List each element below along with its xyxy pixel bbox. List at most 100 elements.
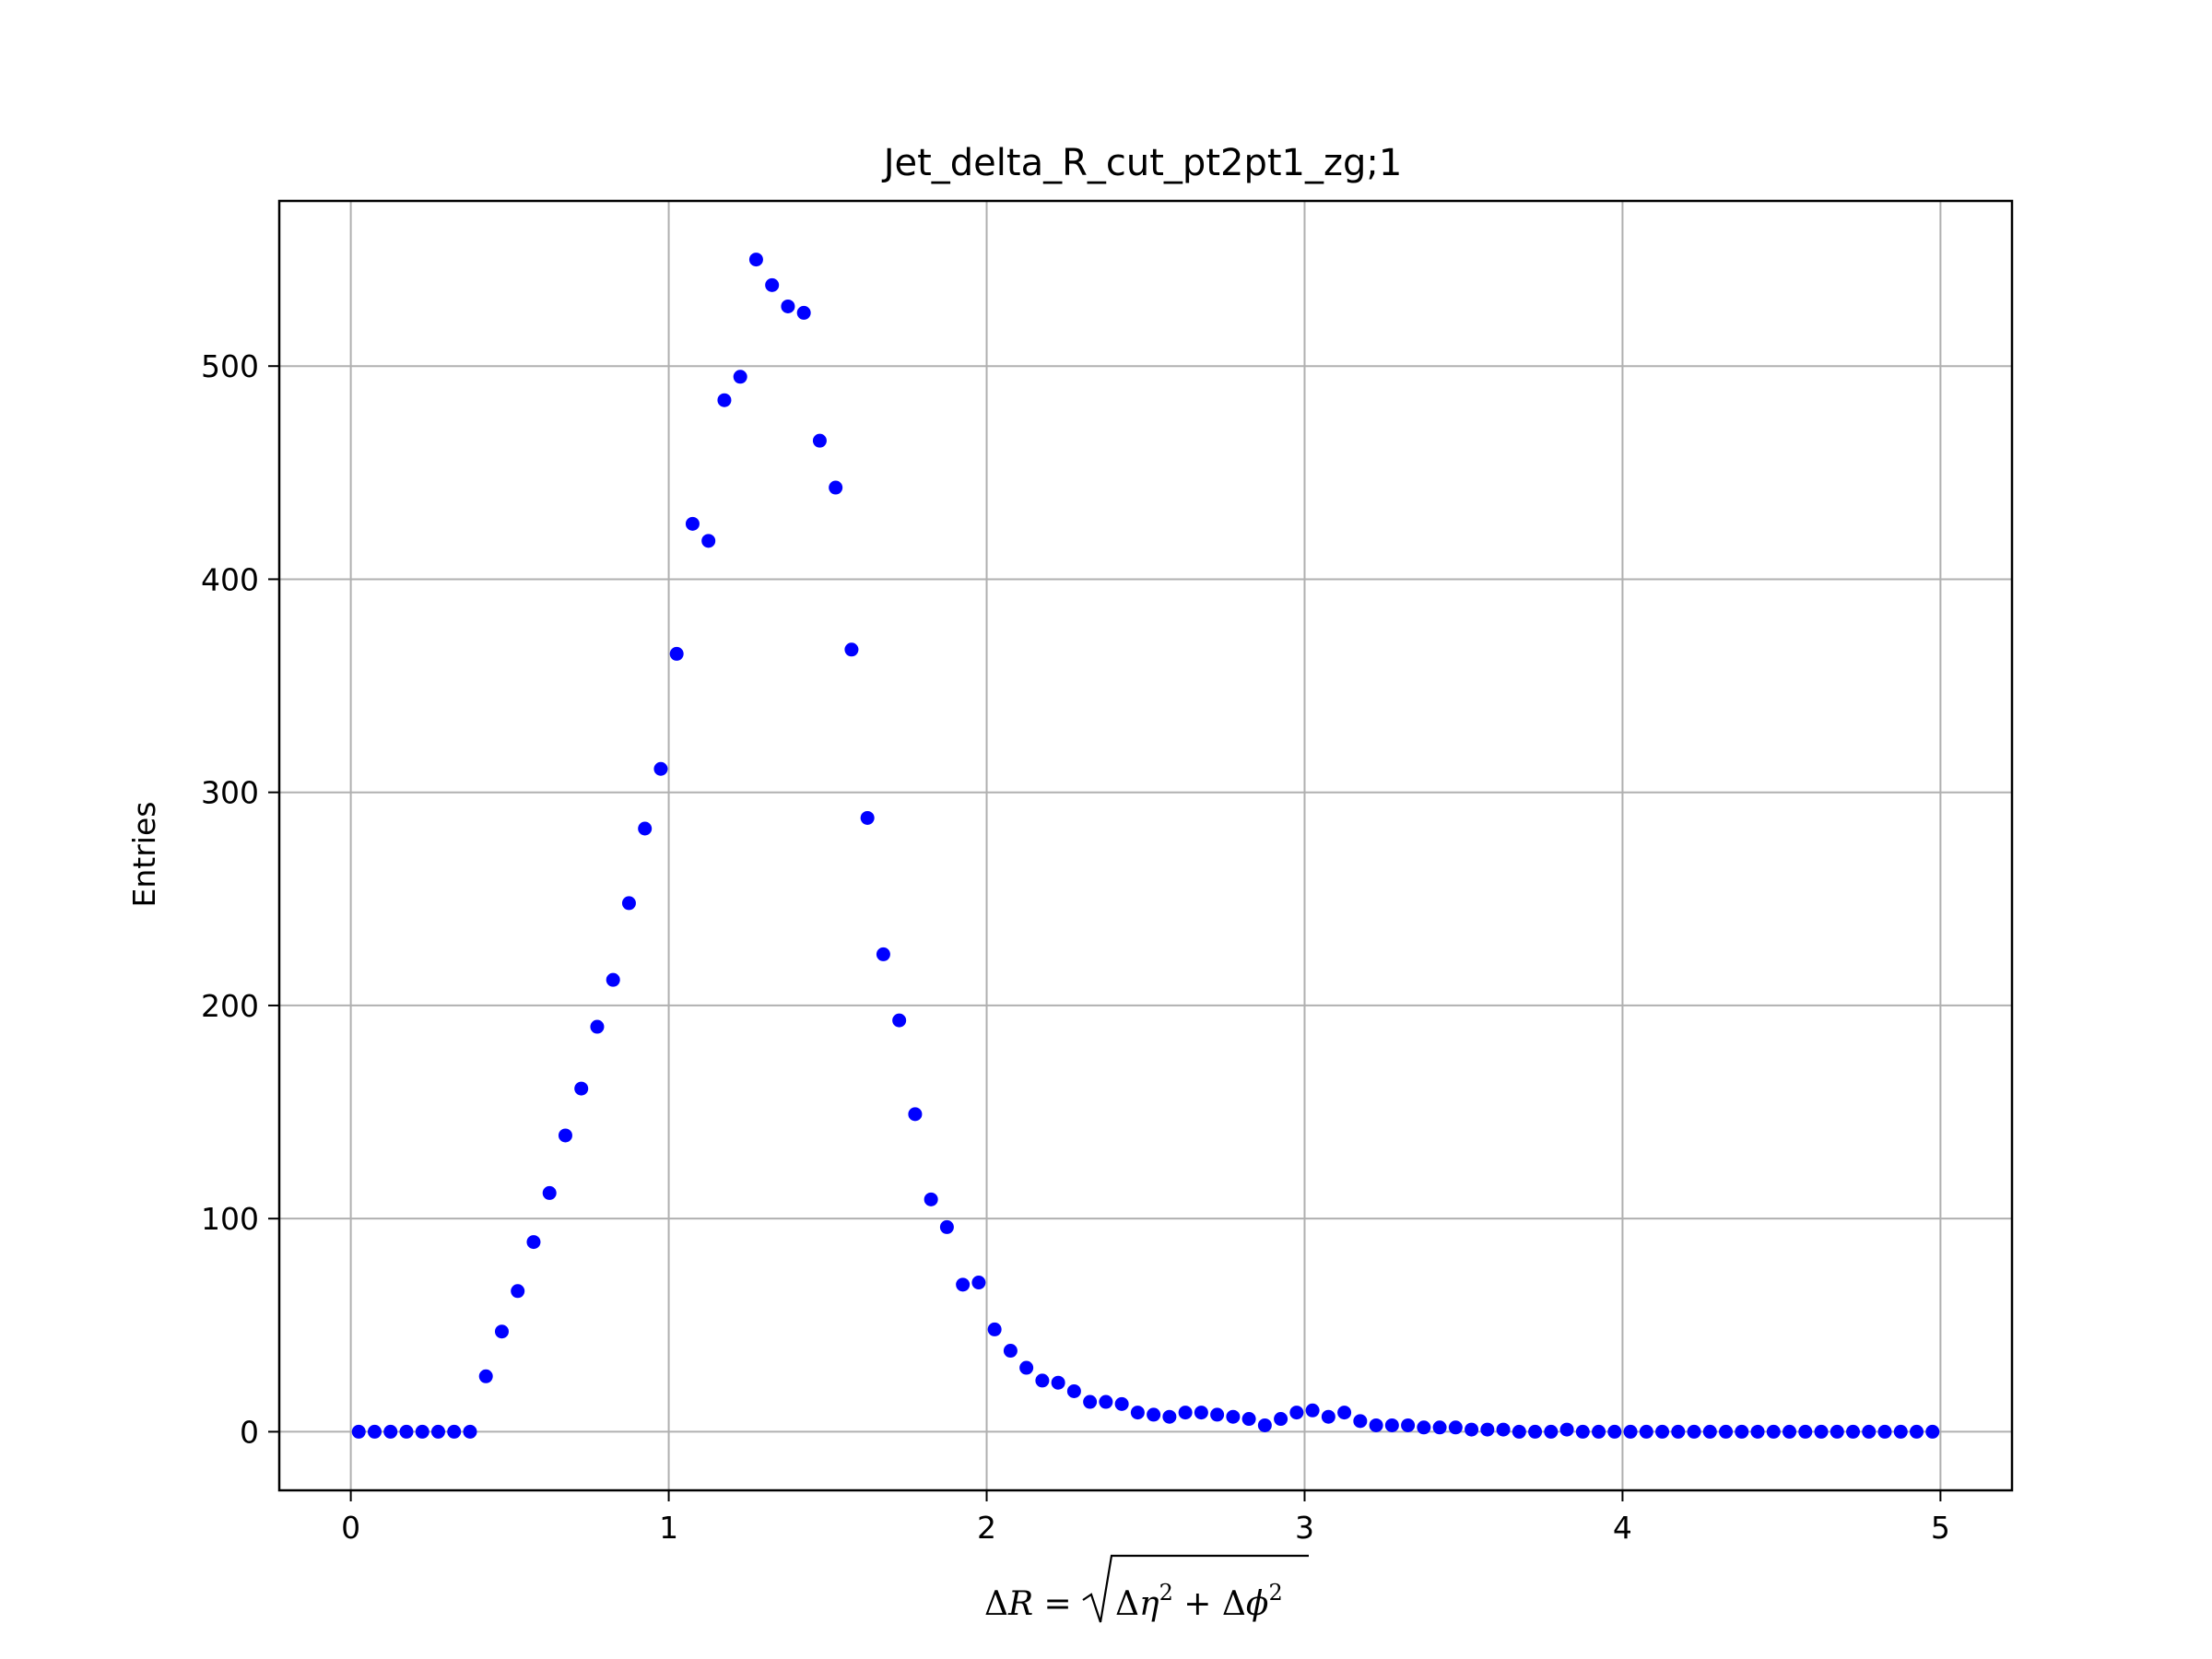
- data-point: [1369, 1418, 1383, 1432]
- data-point: [1512, 1424, 1526, 1439]
- data-point: [1480, 1422, 1495, 1437]
- data-point: [685, 516, 700, 531]
- data-point: [1798, 1424, 1813, 1439]
- data-point: [1210, 1407, 1225, 1422]
- data-point: [1417, 1420, 1431, 1435]
- y-tick-label: 0: [240, 1414, 259, 1450]
- data-point: [1925, 1424, 1940, 1439]
- data-point: [717, 393, 732, 407]
- data-point: [1257, 1418, 1272, 1432]
- data-point: [1114, 1396, 1129, 1411]
- data-point: [669, 646, 684, 661]
- data-point: [1465, 1422, 1479, 1437]
- data-point: [781, 299, 795, 313]
- data-point: [1766, 1424, 1781, 1439]
- x-tick-label: 2: [977, 1510, 996, 1546]
- data-point: [1305, 1403, 1320, 1418]
- data-point: [399, 1424, 414, 1439]
- data-point: [1783, 1424, 1797, 1439]
- data-point: [1337, 1406, 1352, 1420]
- data-point: [1099, 1394, 1113, 1409]
- data-point: [876, 947, 890, 961]
- data-point: [415, 1424, 429, 1439]
- data-point: [1719, 1424, 1734, 1439]
- data-point: [765, 277, 780, 292]
- data-point: [1496, 1422, 1511, 1437]
- data-point: [1607, 1424, 1622, 1439]
- data-point: [1544, 1424, 1559, 1439]
- data-point: [1289, 1406, 1304, 1420]
- y-tick-label: 100: [201, 1201, 259, 1237]
- data-point: [1241, 1412, 1256, 1427]
- data-point: [1528, 1424, 1543, 1439]
- data-point: [1910, 1424, 1924, 1439]
- data-point: [1592, 1424, 1606, 1439]
- data-point: [733, 370, 747, 384]
- data-point: [1066, 1383, 1081, 1398]
- data-point: [1702, 1424, 1717, 1439]
- data-point: [1655, 1424, 1670, 1439]
- data-point: [701, 534, 716, 548]
- data-point: [1321, 1409, 1335, 1424]
- data-point: [1814, 1424, 1829, 1439]
- x-tick-label: 1: [659, 1510, 678, 1546]
- data-point: [1019, 1360, 1034, 1375]
- data-point: [526, 1235, 541, 1250]
- data-point: [748, 253, 763, 267]
- data-point: [574, 1081, 589, 1096]
- data-point: [1147, 1407, 1161, 1422]
- data-point: [924, 1192, 938, 1206]
- data-point: [606, 972, 620, 987]
- data-point: [1384, 1418, 1399, 1432]
- data-point: [1178, 1406, 1193, 1420]
- x-tick-label: 3: [1295, 1510, 1314, 1546]
- svg-text:Δη2 + Δϕ2: Δη2 + Δϕ2: [1115, 1580, 1283, 1623]
- data-point: [511, 1284, 525, 1299]
- data-point: [971, 1276, 986, 1290]
- data-point: [367, 1424, 382, 1439]
- data-point: [542, 1185, 557, 1200]
- svg-text:ΔR =: ΔR =: [984, 1585, 1072, 1623]
- data-point: [653, 761, 668, 776]
- data-point: [1083, 1394, 1098, 1409]
- data-point: [1687, 1424, 1701, 1439]
- data-point: [558, 1128, 572, 1143]
- data-point: [860, 810, 875, 825]
- data-points: [351, 253, 1940, 1439]
- data-point: [1575, 1424, 1590, 1439]
- data-point: [939, 1219, 954, 1234]
- data-point: [1846, 1424, 1861, 1439]
- x-tick-label: 0: [341, 1510, 360, 1546]
- data-point: [1035, 1373, 1050, 1388]
- data-point: [463, 1424, 477, 1439]
- data-point: [812, 433, 827, 448]
- data-point: [1194, 1406, 1208, 1420]
- data-point: [1226, 1409, 1241, 1424]
- y-tick-label: 300: [201, 775, 259, 811]
- plot-frame: [277, 199, 2014, 1492]
- chart-title: Jet_delta_R_cut_pt2pt1_zg;1: [881, 142, 1403, 184]
- data-point: [1432, 1420, 1447, 1435]
- data-point: [478, 1369, 493, 1383]
- data-point: [1448, 1420, 1463, 1435]
- data-point: [796, 305, 811, 320]
- data-point: [1051, 1375, 1065, 1390]
- x-tick-label: 4: [1613, 1510, 1632, 1546]
- data-point: [1750, 1424, 1765, 1439]
- data-point: [383, 1424, 398, 1439]
- grid: [279, 201, 2012, 1490]
- y-tick-label: 500: [201, 348, 259, 384]
- data-point: [829, 480, 843, 495]
- data-point: [447, 1424, 462, 1439]
- data-point: [1130, 1406, 1145, 1420]
- data-point: [1353, 1414, 1368, 1429]
- data-point: [430, 1424, 445, 1439]
- y-tick-label: 200: [201, 988, 259, 1024]
- y-tick-label: 400: [201, 561, 259, 597]
- data-point: [494, 1324, 509, 1339]
- ticks: 0 1 2 3 4 5 0 100 200 300 400 500: [201, 348, 1950, 1546]
- data-point: [1003, 1344, 1018, 1359]
- data-point: [1623, 1424, 1638, 1439]
